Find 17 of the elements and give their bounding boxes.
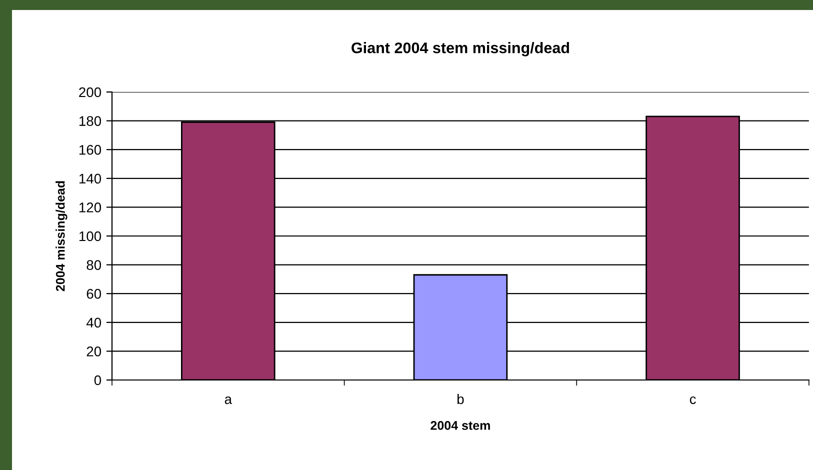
x-axis-title: 2004 stem — [430, 421, 490, 430]
x-tick-label: c — [690, 396, 696, 404]
y-tick-label: 0 — [94, 375, 102, 386]
y-tick-label: 80 — [86, 260, 102, 270]
y-tick-label: 180 — [79, 116, 102, 126]
y-tick-label: 120 — [79, 202, 102, 212]
y-tick-label: 40 — [86, 318, 102, 328]
y-tick-label: 20 — [86, 346, 102, 356]
y-tick-label: 200 — [79, 87, 102, 98]
y-tick-label: 160 — [79, 144, 102, 155]
y-axis-title: 2004 missing/dead — [56, 181, 68, 292]
x-tick-label: a — [224, 396, 232, 404]
y-tick-label: 100 — [79, 231, 102, 242]
y-tick-label: 140 — [79, 174, 102, 184]
y-tick-label: 60 — [86, 288, 102, 299]
x-tick-label: b — [458, 394, 464, 404]
chart-title: Giant 2004 stem missing/dead — [352, 42, 570, 56]
